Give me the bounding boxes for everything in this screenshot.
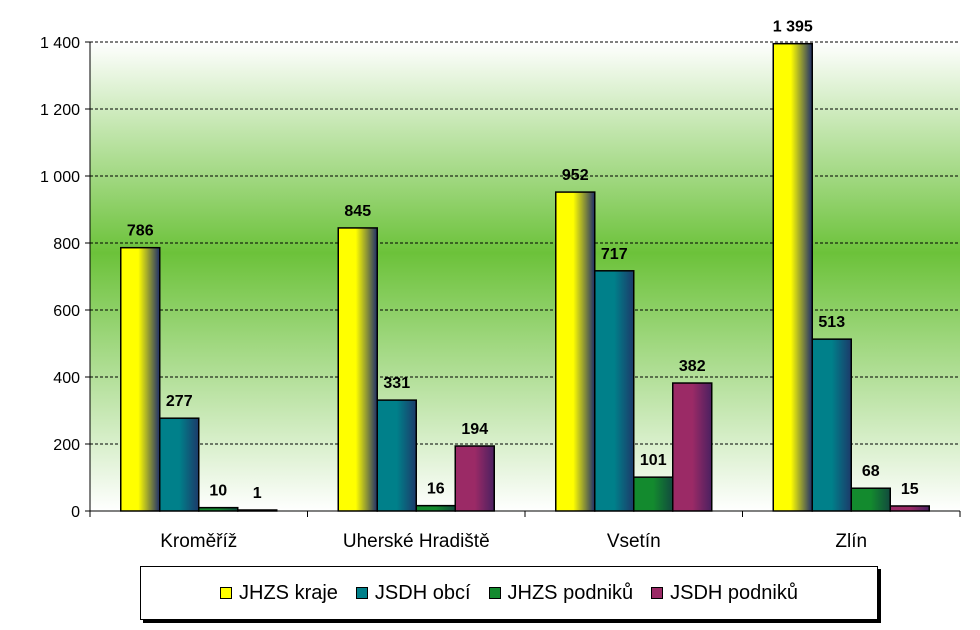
x-tick-label: Vsetín [607, 531, 661, 552]
grid-lines [90, 41, 960, 445]
data-label: 277 [166, 393, 193, 410]
y-tick-label: 800 [53, 236, 80, 253]
bar-jsdh-obcí [159, 417, 200, 512]
y-tick-label: 400 [53, 370, 80, 387]
data-label: 952 [562, 167, 589, 184]
bar-jsdh-podniků [889, 505, 930, 512]
legend: JHZS kraje JSDH obcí JHZS podniků JSDH podn… [140, 566, 878, 620]
bar-jsdh-podniků [672, 382, 713, 512]
bar-jhzs-kraje [337, 227, 378, 512]
legend-item: JSDH podniků [651, 582, 798, 605]
data-label: 845 [344, 203, 371, 220]
data-label: 16 [427, 481, 445, 498]
data-label: 382 [679, 358, 706, 375]
data-label: 786 [127, 223, 154, 240]
data-label: 101 [640, 452, 667, 469]
bar-jhzs-podniků [415, 504, 456, 512]
data-label: 10 [209, 483, 227, 500]
bar-jhzs-podniků [850, 487, 891, 512]
y-tick-label: 1 200 [40, 102, 80, 119]
bar-jhzs-kraje [555, 191, 596, 512]
data-label: 513 [818, 314, 845, 331]
data-label: 717 [601, 246, 628, 263]
legend-swatch [651, 587, 664, 599]
legend-label: JSDH obcí [374, 581, 471, 604]
bar-jsdh-obcí [811, 338, 852, 512]
data-label: 1 [253, 485, 262, 502]
data-label: 331 [383, 375, 410, 392]
axes: 0 200 400 600 800 1 000 1 200 1 400 [40, 35, 961, 521]
legend-label: JHZS kraje [239, 581, 338, 604]
legend-swatch [488, 587, 501, 599]
y-tick-label: 200 [53, 437, 80, 454]
legend-label: JHZS podniků [507, 581, 634, 604]
bar-jhzs-podniků [633, 476, 674, 512]
bar-jsdh-obcí [594, 270, 635, 512]
data-label: 68 [862, 463, 880, 480]
bar-jhzs-kraje [120, 246, 161, 512]
bar-jsdh-obcí [376, 399, 417, 512]
bars [120, 42, 930, 512]
bar-jhzs-kraje [772, 42, 813, 512]
bar-jsdh-podniků [454, 445, 495, 512]
y-tick-label: 0 [71, 504, 80, 521]
legend-swatch [220, 587, 233, 599]
legend-swatch [355, 587, 368, 599]
bar-jhzs-podniků [198, 506, 239, 512]
y-tick-label: 1 400 [40, 35, 80, 52]
x-tick-label: Uherské Hradiště [343, 531, 490, 552]
x-tick-label: Zlín [835, 531, 867, 552]
x-tick-label: Kroměříž [160, 531, 237, 552]
data-label: 1 395 [773, 19, 813, 36]
legend-label: JSDH podniků [670, 581, 798, 604]
data-label: 194 [461, 421, 488, 438]
legend-item: JSDH obcí [355, 581, 471, 605]
data-label: 15 [901, 481, 919, 498]
y-tick-label: 1 000 [40, 169, 80, 186]
y-tick-label: 600 [53, 303, 80, 320]
legend-item: JHZS kraje [220, 582, 338, 605]
legend-item: JHZS podniků [488, 581, 634, 605]
